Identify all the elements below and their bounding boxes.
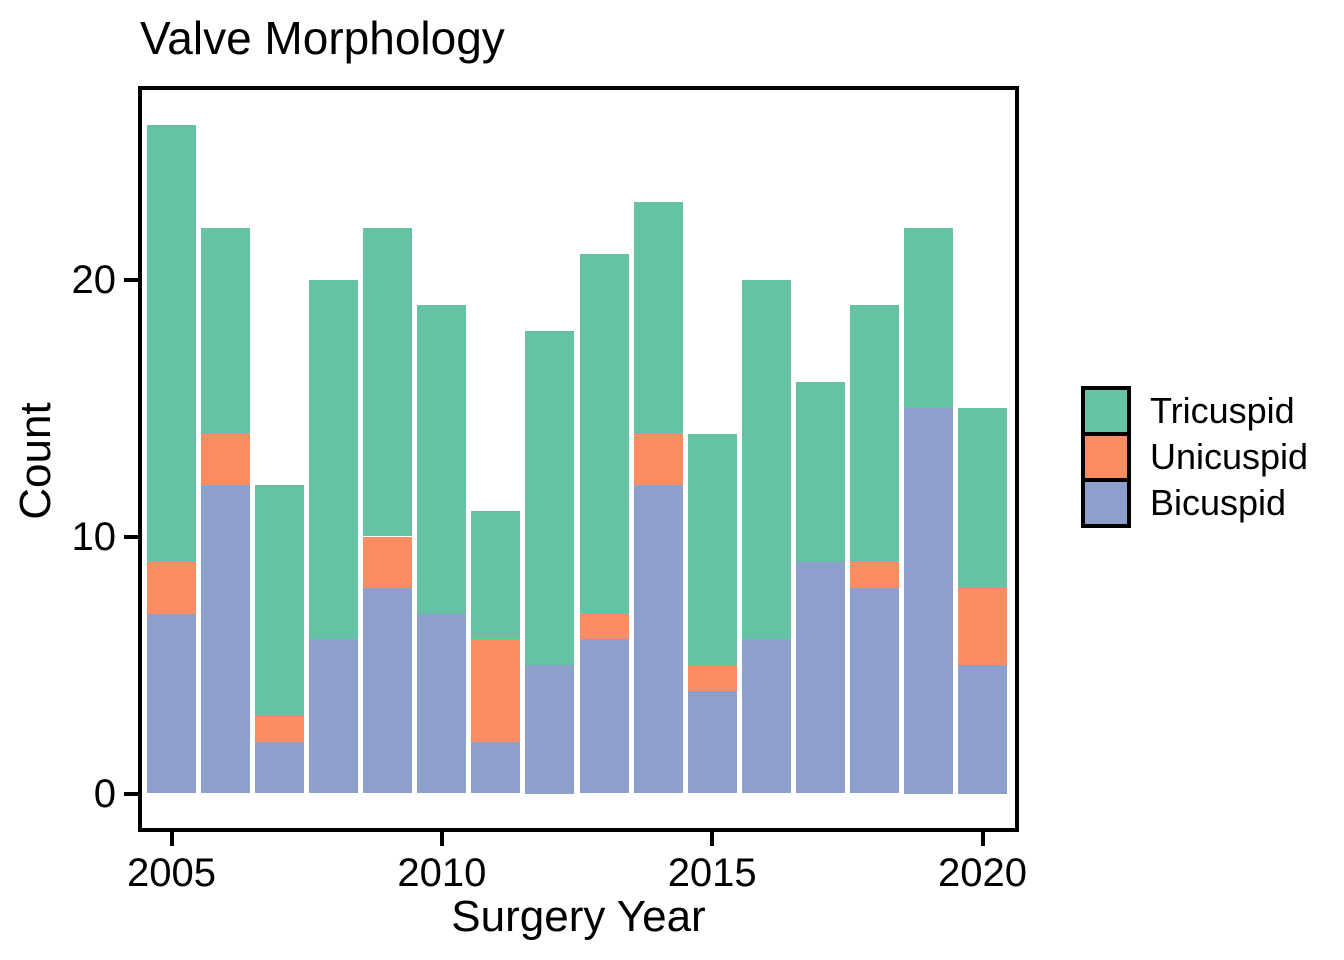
x-tick-mark-2015 bbox=[710, 832, 715, 846]
legend-label-tricuspid: Tricuspid bbox=[1150, 390, 1295, 431]
bar-segment-2011-bicuspid bbox=[471, 742, 521, 794]
y-tick-mark-10 bbox=[124, 534, 138, 539]
x-axis-label: Surgery Year bbox=[451, 892, 706, 941]
bar-segment-2018-unicuspid bbox=[849, 562, 899, 588]
bar-segment-2012-bicuspid bbox=[525, 665, 575, 794]
bar-segment-2008-bicuspid bbox=[309, 639, 359, 794]
y-tick-label-20: 20 bbox=[71, 257, 117, 302]
x-tick-mark-2020 bbox=[980, 832, 985, 846]
bar-segment-2008-tricuspid bbox=[309, 279, 359, 640]
bar-segment-2015-tricuspid bbox=[687, 433, 737, 665]
x-tick-mark-2005 bbox=[169, 832, 174, 846]
y-tick-label-0: 0 bbox=[93, 771, 116, 816]
bar-segment-2006-unicuspid bbox=[201, 433, 251, 486]
bar-segment-2018-bicuspid bbox=[849, 587, 899, 794]
bar-segment-2014-tricuspid bbox=[633, 202, 683, 434]
x-tick-label-2020: 2020 bbox=[938, 851, 1028, 895]
bar-segment-2019-bicuspid bbox=[903, 408, 953, 794]
x-tick-mark-2010 bbox=[439, 832, 444, 846]
bar-segment-2019-tricuspid bbox=[903, 228, 953, 408]
bar-segment-2020-unicuspid bbox=[958, 587, 1008, 665]
legend-key-tricuspid bbox=[1081, 386, 1131, 436]
bar-segment-2018-tricuspid bbox=[849, 305, 899, 563]
bar-segment-2006-tricuspid bbox=[201, 228, 251, 434]
bar-segment-2014-bicuspid bbox=[633, 485, 683, 794]
y-tick-mark-0 bbox=[124, 791, 138, 796]
chart-title: Valve Morphology bbox=[140, 12, 505, 64]
bar-segment-2009-unicuspid bbox=[363, 536, 413, 588]
bar-segment-2020-bicuspid bbox=[958, 665, 1008, 794]
bar-segment-2007-bicuspid bbox=[255, 742, 305, 794]
bar-segment-2011-tricuspid bbox=[471, 510, 521, 640]
bar-segment-2013-bicuspid bbox=[579, 639, 629, 794]
bar-segment-2006-bicuspid bbox=[201, 485, 251, 794]
bar-segment-2015-unicuspid bbox=[687, 665, 737, 691]
bar-segment-2007-tricuspid bbox=[255, 485, 305, 717]
legend-label-bicuspid: Bicuspid bbox=[1150, 482, 1287, 523]
bar-segment-2007-unicuspid bbox=[255, 716, 305, 743]
bar-segment-2005-unicuspid bbox=[147, 562, 196, 614]
bar-segment-2015-bicuspid bbox=[687, 690, 737, 794]
bar-segment-2017-tricuspid bbox=[795, 382, 845, 563]
bar-segment-2012-tricuspid bbox=[525, 330, 575, 665]
bar-segment-2014-unicuspid bbox=[633, 433, 683, 486]
legend-label-unicuspid: Unicuspid bbox=[1150, 436, 1309, 477]
bar-segment-2009-tricuspid bbox=[363, 228, 413, 537]
legend-key-bicuspid bbox=[1081, 478, 1131, 528]
x-tick-label-2010: 2010 bbox=[397, 851, 487, 895]
bar-segment-2020-tricuspid bbox=[958, 408, 1008, 588]
bar-segment-2013-unicuspid bbox=[579, 613, 629, 640]
bar-segment-2005-tricuspid bbox=[147, 125, 196, 563]
bar-segment-2017-bicuspid bbox=[795, 562, 845, 794]
y-tick-mark-20 bbox=[124, 277, 138, 282]
bar-segment-2016-bicuspid bbox=[741, 639, 791, 794]
bar-segment-2010-bicuspid bbox=[417, 613, 467, 794]
bar-segment-2013-tricuspid bbox=[579, 253, 629, 614]
x-tick-label-2005: 2005 bbox=[127, 851, 216, 895]
legend-key-unicuspid bbox=[1081, 432, 1131, 482]
bar-segment-2016-tricuspid bbox=[741, 279, 791, 640]
bar-segment-2011-unicuspid bbox=[471, 639, 521, 743]
bar-segment-2005-bicuspid bbox=[147, 613, 196, 794]
bar-segment-2010-tricuspid bbox=[417, 305, 467, 614]
bar-segment-2009-bicuspid bbox=[363, 587, 413, 794]
y-tick-label-10: 10 bbox=[71, 514, 117, 559]
x-tick-label-2015: 2015 bbox=[667, 851, 757, 895]
